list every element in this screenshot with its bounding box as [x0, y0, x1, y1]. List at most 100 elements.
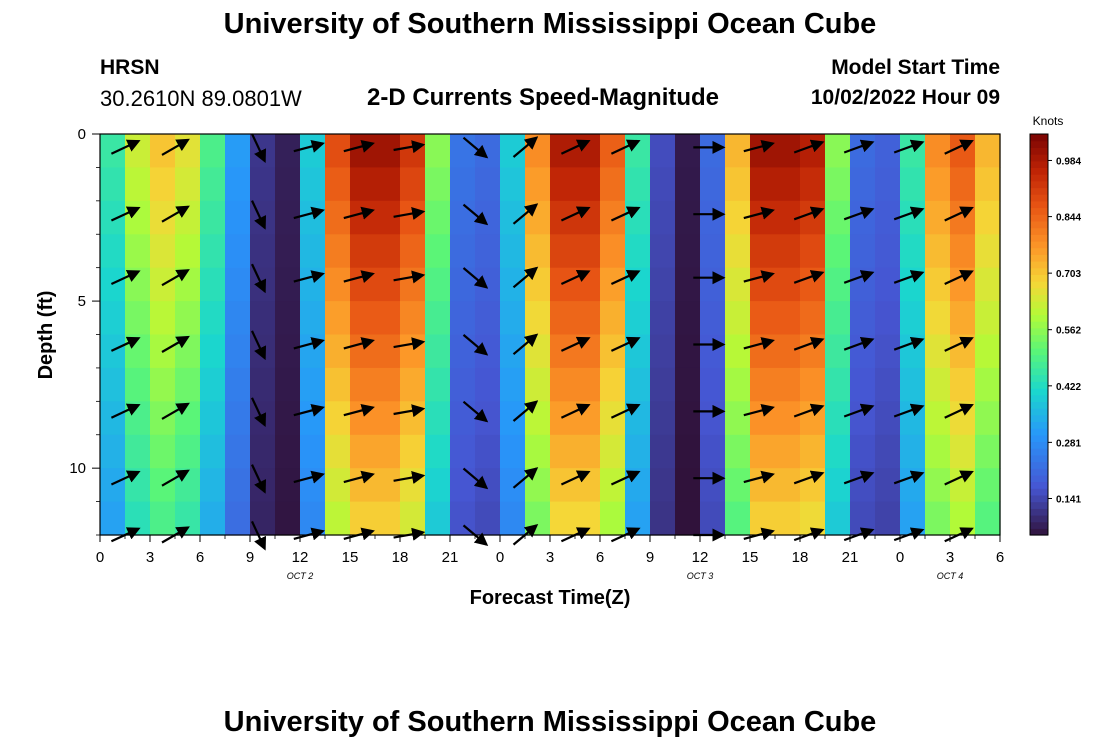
heatmap-cell	[925, 134, 951, 168]
heatmap-cell	[175, 501, 201, 536]
current-vector	[610, 336, 641, 352]
heatmap-cell	[675, 501, 701, 536]
colorbar-segment	[1030, 227, 1048, 235]
heatmap-cell	[600, 134, 626, 168]
colorbar-segment	[1030, 468, 1048, 476]
current-vector	[110, 270, 141, 285]
heatmap-cell	[525, 434, 551, 469]
colorbar-segment	[1030, 347, 1048, 356]
heatmap-cell	[875, 468, 901, 503]
current-vector	[743, 270, 775, 284]
colorbar-segment	[1030, 474, 1048, 483]
heatmap-cell	[100, 468, 126, 503]
heatmap-cell	[775, 267, 801, 302]
heatmap-cell	[475, 334, 501, 369]
heatmap-cell	[500, 167, 526, 202]
heatmap-cell	[700, 334, 726, 369]
heatmap-cell	[300, 401, 326, 436]
current-vector	[843, 139, 875, 154]
heatmap-cell	[450, 301, 476, 336]
heatmap-cell	[900, 167, 926, 202]
colorbar-segment	[1030, 441, 1048, 449]
heatmap-cell	[900, 234, 926, 269]
colorbar-segment	[1030, 428, 1048, 436]
colorbar-segment	[1030, 481, 1048, 489]
x-tick-label: 21	[842, 549, 859, 566]
heatmap-cell	[150, 434, 176, 469]
colorbar-segment	[1030, 307, 1048, 316]
heatmap-cell	[675, 134, 701, 168]
heatmap-cell	[775, 301, 801, 336]
current-vector	[251, 263, 267, 294]
heatmap-cell	[950, 200, 976, 235]
heatmap-cell	[400, 200, 426, 235]
current-vector	[512, 203, 539, 225]
heatmap-cell	[600, 434, 626, 469]
current-vector	[843, 470, 875, 485]
colorbar-tick-label: 0.844	[1056, 213, 1081, 224]
heatmap-cell	[675, 267, 701, 302]
heatmap-cell	[800, 167, 826, 202]
heatmap-cell	[200, 200, 226, 235]
heatmap-cell	[550, 267, 576, 302]
heatmap-cell	[525, 334, 551, 369]
heatmap-cell	[300, 434, 326, 469]
heatmap-cell	[575, 134, 601, 168]
current-vector	[743, 206, 775, 220]
heatmap-cell	[775, 367, 801, 402]
heatmap-cell	[925, 401, 951, 436]
heatmap-cell	[550, 501, 576, 536]
heatmap-cell	[975, 334, 1001, 369]
x-tick-label: 3	[146, 549, 154, 566]
heatmap-cell	[900, 367, 926, 402]
heatmap-cell	[400, 468, 426, 503]
heatmap-cell	[650, 134, 676, 168]
current-vector	[161, 469, 190, 487]
heatmap-cell	[700, 367, 726, 402]
colorbar-tick-label: 0.422	[1056, 382, 1081, 393]
heatmap-cell	[950, 267, 976, 302]
heatmap-cell	[875, 501, 901, 536]
date-label: OCT 2	[287, 571, 314, 581]
current-vector	[393, 140, 426, 154]
heatmap-cell	[550, 200, 576, 235]
current-vector	[843, 336, 875, 351]
heatmap-cell	[500, 434, 526, 469]
current-vector	[293, 470, 325, 484]
current-vector	[843, 206, 875, 221]
current-vector	[462, 203, 489, 226]
heatmap-cell	[425, 134, 451, 168]
colorbar-segment	[1030, 194, 1048, 202]
heatmap-cell	[350, 167, 376, 202]
heatmap-cell	[725, 501, 751, 536]
colorbar-segment	[1030, 361, 1048, 369]
heatmap-cell	[250, 167, 276, 202]
current-vector	[462, 136, 489, 159]
heatmap-cell	[650, 234, 676, 269]
heatmap-cell	[475, 167, 501, 202]
x-tick-label: 6	[196, 549, 204, 566]
heatmap-cell	[650, 468, 676, 503]
x-tick-label: 18	[792, 549, 809, 566]
heatmap-cell	[650, 167, 676, 202]
current-vector	[343, 403, 375, 417]
colorbar: 0.141 0.281 0.422 0.562 0.703 0.844 0.984	[1029, 133, 1081, 536]
colorbar-segment	[1030, 508, 1048, 516]
colorbar-segment	[1030, 174, 1048, 182]
colorbar-segment	[1030, 401, 1048, 409]
heatmap-cell	[925, 501, 951, 536]
heatmap-cell	[675, 434, 701, 469]
heatmap-cell	[550, 367, 576, 402]
heatmap-cell	[825, 434, 851, 469]
heatmap-cell	[750, 267, 776, 302]
heatmap-cell	[875, 267, 901, 302]
heatmap-cell	[750, 434, 776, 469]
current-vector	[610, 139, 641, 155]
current-vector	[393, 207, 426, 221]
heatmap-cell	[175, 334, 201, 369]
heatmap-cell	[650, 200, 676, 235]
heatmap-cell	[975, 468, 1001, 503]
y-tick-label: 5	[78, 293, 86, 310]
heatmap-cell	[725, 267, 751, 302]
heatmap-cell	[925, 200, 951, 235]
